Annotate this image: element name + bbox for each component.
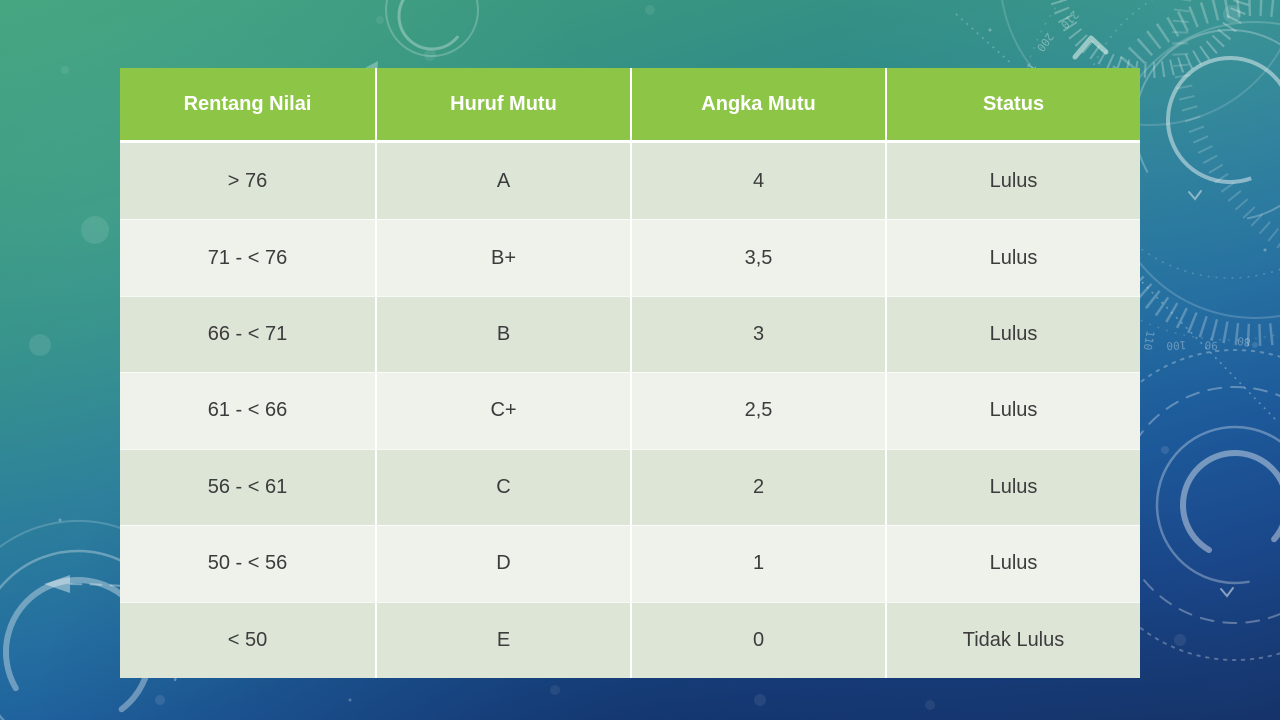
table-row: 61 - < 66 C+ 2,5 Lulus — [120, 372, 1140, 449]
table-cell: 61 - < 66 — [120, 372, 375, 449]
table-cell: Lulus — [885, 219, 1140, 296]
table-cell: E — [375, 601, 630, 678]
table-cell: C — [375, 448, 630, 526]
table-row: 71 - < 76 B+ 3,5 Lulus — [120, 219, 1140, 296]
table-row: 56 - < 61 C 2 Lulus — [120, 448, 1140, 526]
table-cell: < 50 — [120, 601, 375, 678]
table-cell: A — [375, 143, 630, 220]
table-cell: B+ — [375, 219, 630, 296]
table-row: < 50 E 0 Tidak Lulus — [120, 601, 1140, 678]
table-cell: 1 — [630, 525, 885, 602]
table-cell: 4 — [630, 143, 885, 220]
table-cell: D — [375, 525, 630, 602]
table-cell: 2,5 — [630, 372, 885, 449]
table-cell: > 76 — [120, 143, 375, 220]
table-cell: 2 — [630, 448, 885, 526]
table-header: Rentang Nilai Huruf Mutu Angka Mutu Stat… — [120, 68, 1140, 143]
dashed-arrow-left-icon — [44, 575, 70, 593]
table-cell: 50 - < 56 — [120, 525, 375, 602]
chevron-up-icon — [1072, 35, 1109, 60]
table-cell: Lulus — [885, 448, 1140, 526]
grade-table: Rentang Nilai Huruf Mutu Angka Mutu Stat… — [120, 68, 1140, 678]
dial-number: 80 — [1236, 334, 1251, 349]
table-cell: 71 - < 76 — [120, 219, 375, 296]
table-cell: Lulus — [885, 372, 1140, 449]
top-circle-decoration — [385, 0, 479, 57]
dial-number: 200 — [1034, 30, 1056, 54]
column-header-angka-mutu: Angka Mutu — [630, 68, 885, 143]
table-cell: B — [375, 295, 630, 373]
table-row: > 76 A 4 Lulus — [120, 143, 1140, 220]
dial-number: 210 — [1058, 8, 1081, 31]
dial-number: 100 — [1166, 338, 1187, 352]
table-cell: 3,5 — [630, 219, 885, 296]
column-header-status: Status — [885, 68, 1140, 143]
table-row: 66 - < 71 B 3 Lulus — [120, 295, 1140, 373]
table-cell: Lulus — [885, 295, 1140, 373]
table-cell: C+ — [375, 372, 630, 449]
table-cell: 0 — [630, 601, 885, 678]
table-cell: Tidak Lulus — [885, 601, 1140, 678]
dial-number: 90 — [1204, 338, 1218, 352]
table-cell: 3 — [630, 295, 885, 373]
column-header-huruf-mutu: Huruf Mutu — [375, 68, 630, 143]
table-cell: Lulus — [885, 143, 1140, 220]
table-cell: 56 - < 61 — [120, 448, 375, 526]
table-row: 50 - < 56 D 1 Lulus — [120, 525, 1140, 602]
table-header-row: Rentang Nilai Huruf Mutu Angka Mutu Stat… — [120, 68, 1140, 143]
table-cell: 66 - < 71 — [120, 295, 375, 373]
table-cell: Lulus — [885, 525, 1140, 602]
dial-number: 110 — [1141, 329, 1157, 351]
column-header-rentang-nilai: Rentang Nilai — [120, 68, 375, 143]
